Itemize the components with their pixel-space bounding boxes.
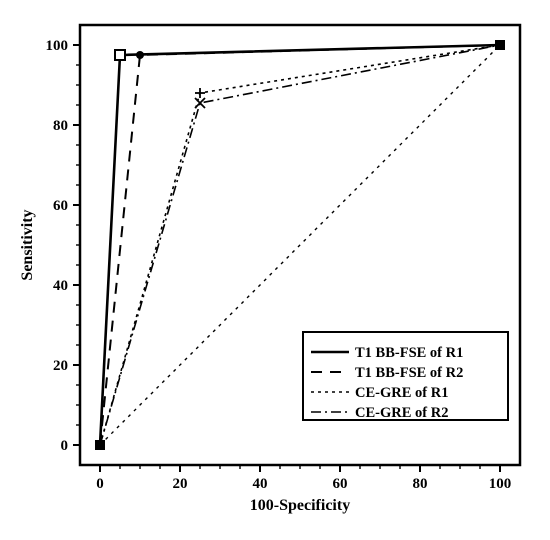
y-tick-label: 100 — [46, 38, 69, 54]
y-tick-label: 0 — [61, 438, 69, 454]
legend-label: CE-GRE of R1 — [355, 385, 448, 401]
x-tick-label: 60 — [333, 476, 348, 492]
y-tick-label: 80 — [53, 118, 68, 134]
y-tick-label: 60 — [53, 198, 68, 214]
legend-label: CE-GRE of R2 — [355, 405, 448, 421]
legend-label: T1 BB-FSE of R2 — [355, 365, 463, 381]
x-tick-label: 100 — [489, 476, 512, 492]
y-axis-label: Sensitivity — [19, 209, 36, 280]
y-tick-label: 40 — [53, 278, 68, 294]
x-tick-label: 0 — [96, 476, 104, 492]
legend: T1 BB-FSE of R1 T1 BB-FSE of R2 CE-GRE of … — [303, 332, 508, 421]
legend-label: T1 BB-FSE of R1 — [355, 345, 463, 361]
marker-square-open — [115, 50, 125, 60]
marker-circle-solid — [136, 51, 144, 59]
y-tick-label: 20 — [53, 358, 68, 374]
x-tick-label: 80 — [413, 476, 428, 492]
x-tick-label: 20 — [173, 476, 188, 492]
marker-square-solid — [495, 40, 505, 50]
marker-square-solid — [95, 440, 105, 450]
x-tick-label: 40 — [253, 476, 268, 492]
x-axis-label: 100-Specificity — [250, 497, 350, 514]
roc-chart: 0 20 40 60 80 100 0 20 40 60 80 100 100-Specificity S… — [0, 0, 550, 540]
